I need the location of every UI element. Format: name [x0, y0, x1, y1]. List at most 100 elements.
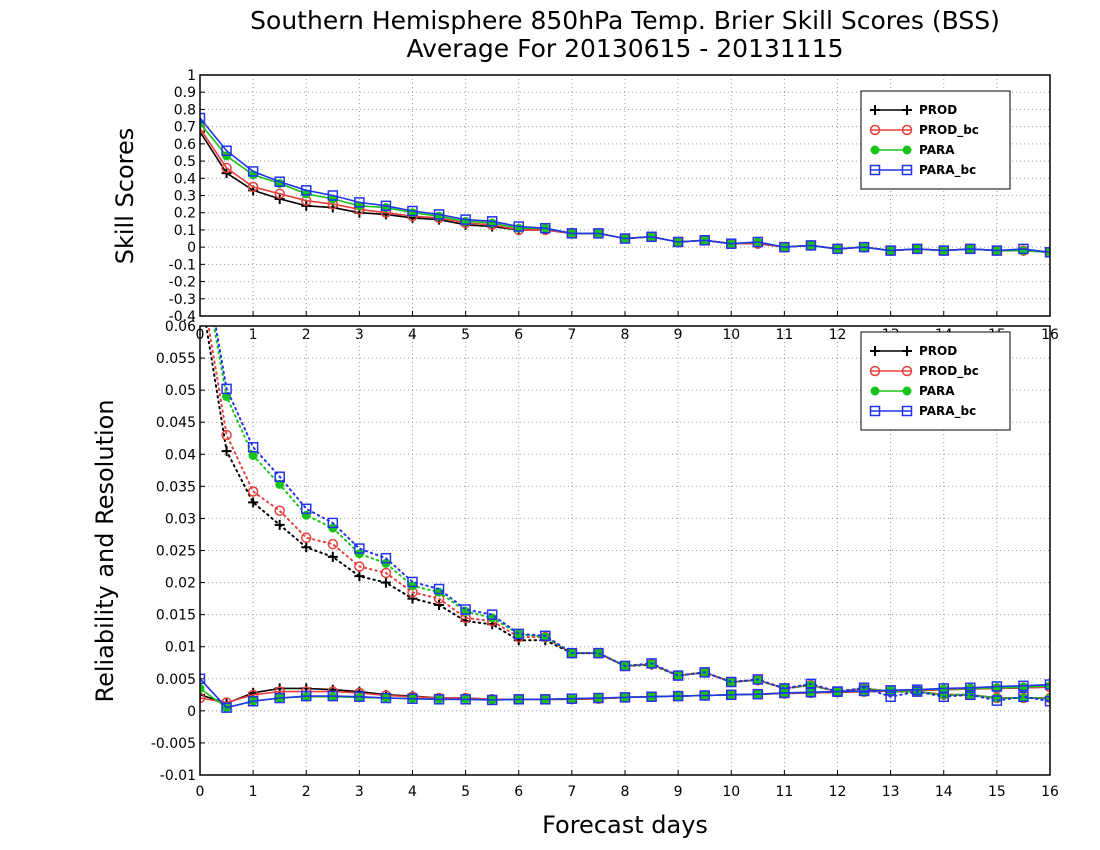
point-PARA_bc-glyph	[858, 685, 870, 697]
point-PARA_bc	[566, 693, 578, 704]
point-PARA_bc	[885, 685, 896, 696]
point-PARA_bc-glyph	[699, 667, 710, 678]
point-PARA_bc	[619, 233, 631, 244]
legend-swatch-PROD	[870, 346, 912, 356]
point-PROD-glyph	[274, 519, 285, 530]
point-PARA_bc	[779, 241, 790, 253]
point-PARA_bc	[247, 441, 259, 453]
point-PROD-glyph	[327, 551, 338, 562]
point-PARA_bc	[301, 690, 312, 702]
point-PARA_bc-glyph	[726, 689, 737, 701]
point-PROD	[274, 519, 285, 530]
point-PARA_bc-glyph	[965, 689, 976, 701]
point-PARA_bc-glyph	[752, 688, 764, 700]
y-tick-label: 0.005	[156, 672, 196, 688]
legend-marker	[869, 124, 881, 136]
point-PARA_bc-glyph	[274, 176, 285, 187]
point-PARA_bc-glyph	[885, 685, 896, 696]
point-PARA_bc-glyph	[301, 503, 312, 515]
point-PARA_bc	[327, 517, 339, 529]
legend-label-PROD_bc: PROD_bc	[919, 364, 979, 379]
point-PROD_bc	[221, 162, 232, 174]
point-PARA_bc-glyph	[726, 238, 737, 249]
point-PARA	[1018, 693, 1028, 703]
point-PARA_bc-glyph	[407, 576, 418, 588]
point-PARA_bc-glyph	[460, 694, 471, 705]
legend-marker-glyph	[869, 405, 881, 417]
point-PARA_bc	[221, 383, 232, 395]
point-PARA_bc-glyph	[513, 628, 524, 640]
series-line-PARA_bc-reliability	[200, 677, 1050, 709]
y-tick-label: 0.7	[174, 120, 196, 136]
y-tick-label: 0.6	[174, 137, 196, 153]
point-PARA-glyph	[1018, 682, 1028, 692]
x-tick-label: 14	[935, 784, 953, 800]
point-PARA_bc	[274, 692, 285, 704]
point-PROD-glyph	[407, 593, 418, 604]
point-PARA	[301, 510, 311, 520]
point-PARA_bc-glyph	[433, 209, 445, 220]
point-PARA_bc	[540, 630, 551, 642]
y-tick-label: 0.06	[165, 319, 196, 335]
point-PARA_bc	[885, 245, 896, 256]
y-tick-label: 0.025	[156, 544, 196, 560]
legend-swatch-PROD_bc	[869, 124, 913, 136]
legend-label-PROD_bc: PROD_bc	[919, 123, 979, 138]
legend-marker	[870, 346, 880, 356]
legend-marker-glyph	[901, 365, 913, 377]
point-PARA_bc	[938, 683, 949, 694]
point-PARA_bc	[221, 702, 232, 713]
series-line-PARA_bc-resolution	[214, 326, 1050, 703]
point-PARA_bc-glyph	[911, 684, 923, 695]
point-PROD_bc-glyph	[380, 567, 392, 579]
point-PARA	[540, 632, 550, 642]
point-PARA_bc-glyph	[832, 686, 843, 697]
point-PARA_bc	[540, 222, 551, 234]
point-PARA-glyph	[200, 683, 205, 693]
point-PARA_bc-glyph	[327, 190, 339, 201]
point-PARA_bc	[566, 647, 578, 659]
point-PARA_bc-glyph	[593, 647, 604, 659]
point-PROD_bc	[354, 561, 365, 572]
y-tick-label: -0.2	[169, 275, 196, 291]
point-PROD-glyph	[301, 542, 312, 553]
point-PARA_bc	[327, 190, 339, 201]
point-PARA_bc	[672, 670, 684, 681]
point-PARA_bc-glyph	[1018, 243, 1029, 255]
point-PARA_bc	[779, 687, 790, 699]
x-tick-label: 4	[408, 784, 417, 800]
y-tick-label: 1	[187, 68, 196, 84]
legend-marker-glyph	[869, 164, 881, 176]
point-PARA_bc	[619, 660, 631, 672]
point-PROD_bc	[247, 181, 259, 193]
point-PARA_bc-glyph	[593, 228, 604, 239]
point-PARA_bc	[699, 235, 710, 246]
x-tick-label: 1	[249, 784, 258, 800]
point-PARA-glyph	[301, 510, 311, 520]
legend-marker	[902, 346, 912, 356]
point-PARA_bc	[513, 694, 524, 705]
point-PARA_bc-glyph	[885, 691, 896, 702]
point-PARA_bc	[513, 221, 524, 232]
point-PARA_bc-glyph	[566, 647, 578, 659]
point-PARA_bc-glyph	[247, 695, 259, 707]
y-tick-label: 0.055	[156, 351, 196, 367]
point-PARA_bc	[433, 209, 445, 220]
x-tick-label: 5	[461, 784, 470, 800]
point-PARA_bc-glyph	[221, 383, 232, 395]
point-PROD-glyph	[380, 577, 391, 588]
point-PROD_bc	[200, 692, 206, 704]
point-PARA-glyph	[248, 451, 258, 461]
legend-marker-glyph	[870, 386, 880, 396]
point-PARA_bc-glyph	[274, 692, 285, 704]
x-tick-label: 0	[196, 784, 205, 800]
point-PARA_bc	[460, 694, 471, 705]
y-tick-label: 0.02	[165, 576, 196, 592]
point-PARA_bc	[486, 609, 498, 620]
point-PARA_bc-glyph	[1018, 691, 1029, 702]
point-PARA_bc	[646, 691, 657, 702]
point-PARA_bc	[858, 685, 870, 697]
plot-area	[200, 326, 1050, 713]
point-PARA_bc	[486, 216, 498, 227]
